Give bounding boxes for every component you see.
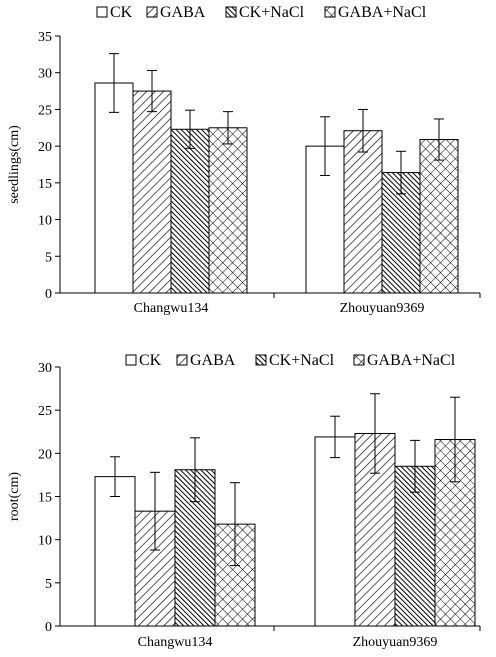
bar — [132, 90, 172, 294]
y-tick-label: 5 — [45, 250, 52, 265]
legend-label: GABA — [160, 4, 206, 21]
bar — [419, 139, 459, 294]
bar — [343, 130, 383, 294]
y-tick-label: 10 — [38, 534, 52, 549]
y-tick-label: 15 — [38, 491, 52, 506]
y-tick-label: 25 — [38, 103, 52, 118]
category-label: Changwu134 — [134, 301, 209, 316]
category-label: Changwu134 — [138, 635, 213, 650]
y-tick-label: 25 — [38, 404, 52, 419]
y-tick-label: 10 — [38, 214, 52, 229]
legend-swatch — [353, 354, 365, 366]
legend-swatch — [225, 6, 237, 18]
y-tick-label: 30 — [38, 67, 52, 82]
category-label: Zhouyuan9369 — [353, 635, 438, 650]
y-axis-label: seedlings(cm) — [7, 125, 22, 204]
bar — [94, 476, 136, 627]
category-label: Zhouyuan9369 — [340, 301, 425, 316]
legend-label: CK+NaCl — [239, 4, 305, 21]
y-axis-label: root(cm) — [7, 472, 22, 521]
y-tick-label: 35 — [38, 30, 52, 45]
legend-label: CK — [139, 352, 162, 369]
y-tick-label: 5 — [45, 577, 52, 592]
legend-label: GABA+NaCl — [367, 352, 456, 369]
legend-swatch — [125, 354, 137, 366]
legend-swatch — [146, 6, 158, 18]
legend-label: CK+NaCl — [269, 352, 335, 369]
bar — [394, 465, 436, 627]
y-tick-label: 20 — [38, 140, 52, 155]
y-tick-label: 30 — [38, 361, 52, 376]
bar — [94, 82, 134, 294]
bar — [170, 128, 210, 294]
legend-swatch — [96, 6, 108, 18]
legend-swatch — [324, 6, 336, 18]
bar — [208, 127, 248, 294]
y-tick-label: 15 — [38, 177, 52, 192]
legend-swatch — [176, 354, 188, 366]
legend-swatch — [255, 354, 267, 366]
y-tick-label: 20 — [38, 447, 52, 462]
y-tick-label: 0 — [45, 287, 52, 302]
bar — [214, 523, 256, 627]
y-tick-label: 0 — [45, 620, 52, 635]
bar — [314, 436, 356, 627]
legend-label: GABA — [190, 352, 236, 369]
seedlings-chart: CK GABA CK+NaCl GABA+NaCl seedlings(cm) 0 5 10 1… — [7, 4, 481, 316]
legend-label: CK — [110, 4, 133, 21]
root-chart: CK GABA CK+NaCl GABA+NaCl root(cm) 0 5 10 15 20 25… — [7, 352, 481, 650]
legend-label: GABA+NaCl — [338, 4, 427, 21]
